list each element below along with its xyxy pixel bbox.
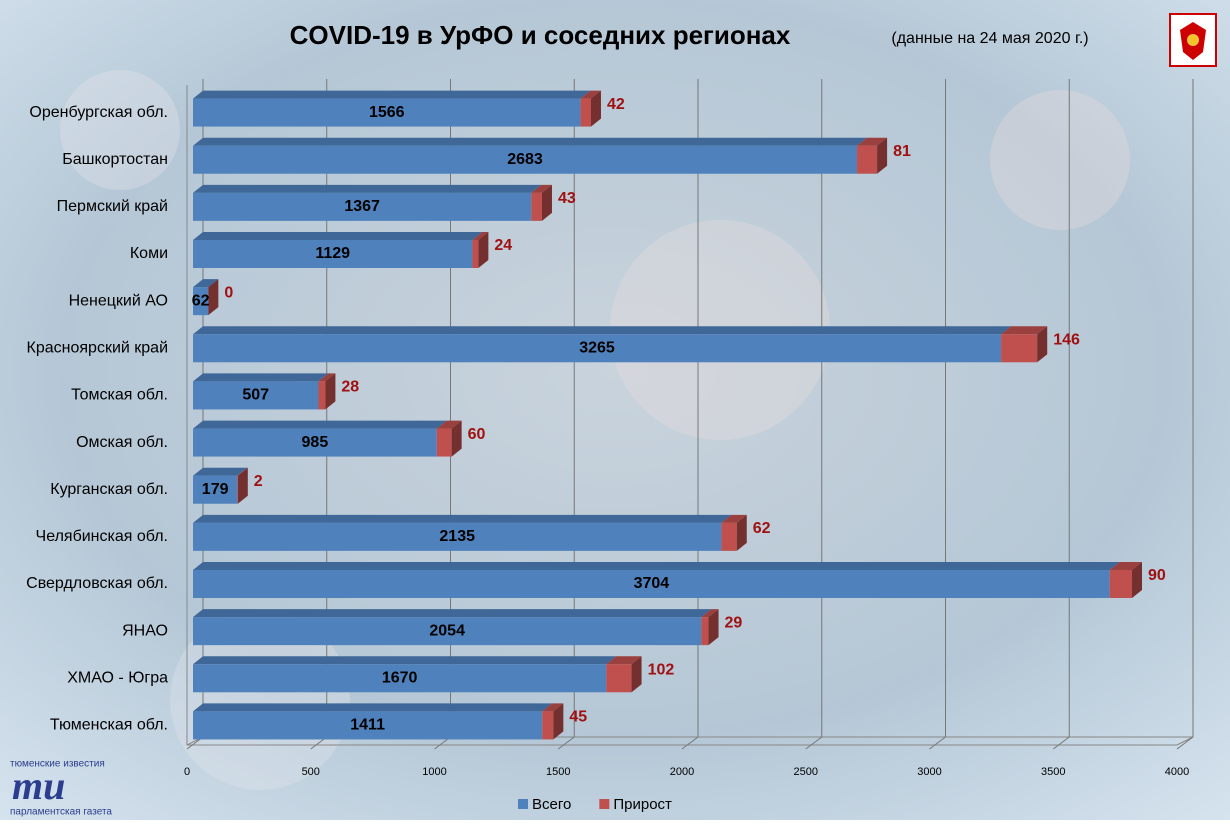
legend-swatch — [599, 799, 609, 809]
bar — [437, 429, 452, 457]
bar — [318, 381, 325, 409]
bar-top — [193, 185, 541, 193]
value-label: 179 — [202, 481, 229, 498]
y-tick-label: Тюменская обл. — [50, 717, 168, 734]
x-tick-label: 2000 — [670, 766, 694, 778]
bar-top — [193, 656, 616, 664]
logo-bottom: парламентская газета — [10, 807, 112, 818]
bar-top — [193, 326, 1011, 334]
x-tick-label: 0 — [184, 766, 190, 778]
emblem — [1170, 14, 1216, 66]
y-tick-label: Красноярский край — [27, 340, 168, 357]
y-tick-label: Челябинская обл. — [36, 528, 168, 545]
y-tick-label: Омская обл. — [76, 434, 168, 451]
legend-label: Прирост — [613, 796, 672, 813]
bar — [581, 99, 591, 127]
bar — [721, 523, 736, 551]
bar-top — [193, 421, 447, 429]
bar — [606, 664, 631, 692]
value-label: 2 — [254, 473, 263, 490]
value-label: 60 — [468, 426, 486, 443]
y-tick-label: Свердловская обл. — [26, 575, 168, 592]
value-label: 3265 — [579, 340, 615, 357]
value-label: 102 — [648, 662, 675, 679]
legend-label: Всего — [532, 796, 571, 813]
bar — [857, 146, 877, 174]
bar-top — [193, 232, 482, 240]
value-label: 3704 — [634, 575, 670, 592]
value-label: 507 — [242, 387, 269, 404]
value-label: 45 — [569, 709, 587, 726]
value-label: 2054 — [429, 622, 465, 639]
bar-top — [193, 515, 731, 523]
value-label: 1566 — [369, 104, 405, 121]
bar — [1001, 334, 1037, 362]
value-label: 90 — [1148, 567, 1166, 584]
y-tick-label: Пермский край — [57, 198, 168, 215]
y-tick-label: Башкортостан — [62, 151, 168, 168]
chart-title: COVID-19 в УрФО и соседних регионах — [290, 20, 791, 50]
y-tick-label: Оренбургская обл. — [29, 104, 168, 121]
value-label: 62 — [192, 292, 210, 309]
value-label: 28 — [341, 379, 359, 396]
x-tick-label: 1500 — [546, 766, 570, 778]
bar — [1110, 570, 1132, 598]
value-label: 29 — [725, 614, 743, 631]
value-label: 42 — [607, 96, 625, 113]
y-tick-label: Курганская обл. — [50, 481, 168, 498]
value-label: 2683 — [507, 151, 543, 168]
value-label: 1411 — [350, 717, 385, 734]
value-label: 985 — [302, 434, 329, 451]
logo-mark: ти — [12, 763, 65, 808]
x-tick-label: 3000 — [917, 766, 941, 778]
value-label: 24 — [494, 237, 512, 254]
bar-top — [193, 562, 1120, 570]
bar — [542, 711, 553, 739]
x-tick-label: 500 — [302, 766, 320, 778]
value-label: 2135 — [439, 528, 475, 545]
x-tick-label: 4000 — [1165, 766, 1189, 778]
y-tick-label: Коми — [130, 245, 168, 262]
value-label: 1670 — [382, 670, 418, 687]
bar-top — [193, 91, 591, 99]
y-tick-label: Ненецкий АО — [69, 292, 168, 309]
value-label: 1129 — [315, 245, 350, 262]
legend-swatch — [518, 799, 528, 809]
value-label: 146 — [1053, 332, 1080, 349]
bar — [472, 240, 478, 268]
bar-top — [193, 609, 711, 617]
y-tick-label: ЯНАО — [122, 622, 168, 639]
value-label: 0 — [224, 284, 233, 301]
x-tick-label: 1000 — [422, 766, 446, 778]
x-tick-label: 2500 — [794, 766, 818, 778]
y-tick-label: Томская обл. — [71, 387, 168, 404]
bar-top — [193, 138, 867, 146]
value-label: 1367 — [344, 198, 380, 215]
y-tick-label: ХМАО - Югра — [67, 670, 168, 687]
bar — [531, 193, 542, 221]
chart-subtitle: (данные на 24 мая 2020 г.) — [891, 30, 1088, 47]
value-label: 81 — [893, 143, 911, 160]
bar-top — [193, 373, 328, 381]
x-tick-label: 3500 — [1041, 766, 1065, 778]
value-label: 62 — [753, 520, 771, 537]
bar — [701, 617, 708, 645]
bar-top — [193, 703, 552, 711]
value-label: 43 — [558, 190, 576, 207]
